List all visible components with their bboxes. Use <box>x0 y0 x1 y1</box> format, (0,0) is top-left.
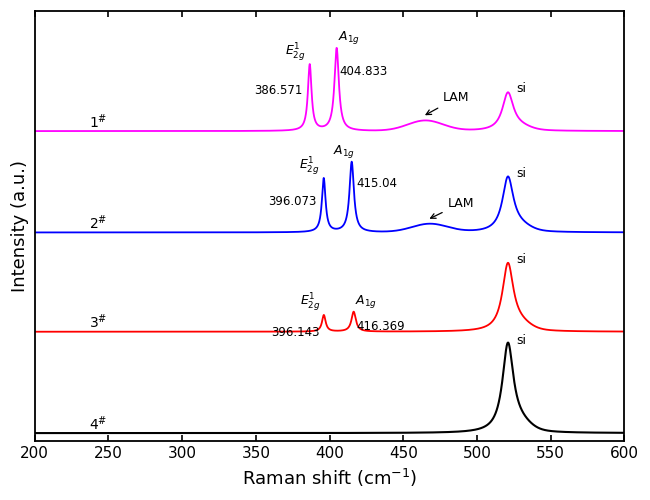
Text: $E^{1}_{2g}$: $E^{1}_{2g}$ <box>298 154 319 176</box>
Text: LAM: LAM <box>430 197 474 218</box>
Text: $E^{1}_{2g}$: $E^{1}_{2g}$ <box>300 291 321 313</box>
Text: $4^{\#}$: $4^{\#}$ <box>89 414 108 433</box>
Text: si: si <box>517 82 526 95</box>
Text: $2^{\#}$: $2^{\#}$ <box>89 214 108 232</box>
Text: 396.073: 396.073 <box>268 195 317 208</box>
Text: $3^{\#}$: $3^{\#}$ <box>89 313 108 332</box>
Text: LAM: LAM <box>426 92 469 114</box>
Text: $A_{1g}$: $A_{1g}$ <box>355 293 377 310</box>
Text: $E^{1}_{2g}$: $E^{1}_{2g}$ <box>285 41 306 63</box>
Text: 386.571: 386.571 <box>254 84 302 96</box>
Text: si: si <box>517 166 526 179</box>
Text: 416.369: 416.369 <box>357 320 405 333</box>
Text: $1^{\#}$: $1^{\#}$ <box>89 112 108 131</box>
Text: si: si <box>517 334 526 347</box>
Text: 404.833: 404.833 <box>339 65 388 78</box>
Text: 415.04: 415.04 <box>356 176 397 190</box>
Y-axis label: Intensity (a.u.): Intensity (a.u.) <box>11 160 29 292</box>
Text: si: si <box>517 254 526 266</box>
Text: 396.143: 396.143 <box>271 326 319 338</box>
Text: $A_{1g}$: $A_{1g}$ <box>338 30 360 46</box>
X-axis label: Raman shift (cm$^{-1}$): Raman shift (cm$^{-1}$) <box>242 467 417 489</box>
Text: $A_{1g}$: $A_{1g}$ <box>333 143 356 160</box>
